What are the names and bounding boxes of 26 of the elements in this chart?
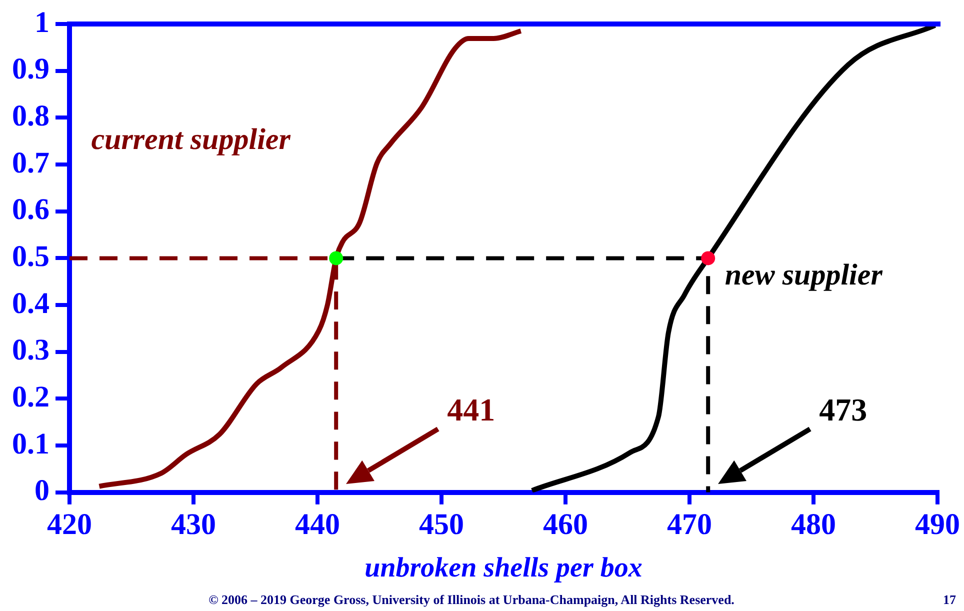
y-tick-label: 0 [34, 474, 50, 508]
x-tick-label: 420 [47, 508, 92, 542]
y-tick-label: 0.3 [12, 334, 50, 367]
text: 17 [943, 592, 956, 608]
y-tick-label: 0.2 [12, 380, 50, 414]
y-tick-label: 0.1 [12, 427, 50, 460]
series-label: new supplier [724, 258, 883, 292]
x-tick-label: 460 [543, 508, 588, 542]
x-tick-label: 490 [915, 508, 960, 542]
x-tick-label: 450 [419, 508, 464, 542]
y-tick-label: 0.5 [12, 240, 50, 273]
y-tick-label: 0.8 [12, 99, 50, 132]
y-tick-label: 0.9 [12, 52, 50, 86]
y-tick-label: 0.4 [12, 286, 50, 320]
x-tick-label: 470 [667, 508, 712, 542]
y-tick-label: 0.7 [12, 146, 50, 180]
y-tick-label: 0.6 [12, 193, 50, 226]
x-tick-label: 430 [171, 508, 216, 542]
y-tick-label: 1 [34, 6, 50, 39]
text: © 2006 – 2019 George Gross, University of Illinois at Urbana-Champaign, All Rights Reserved. [208, 592, 736, 608]
text: current supplier [91, 122, 291, 156]
x-tick-label: 440 [295, 508, 340, 542]
annotation: 441 [447, 392, 496, 428]
annotation: 473 [819, 392, 868, 428]
x-tick-label: 480 [791, 508, 836, 542]
x-axis-title: unbroken shells per box [364, 552, 642, 584]
